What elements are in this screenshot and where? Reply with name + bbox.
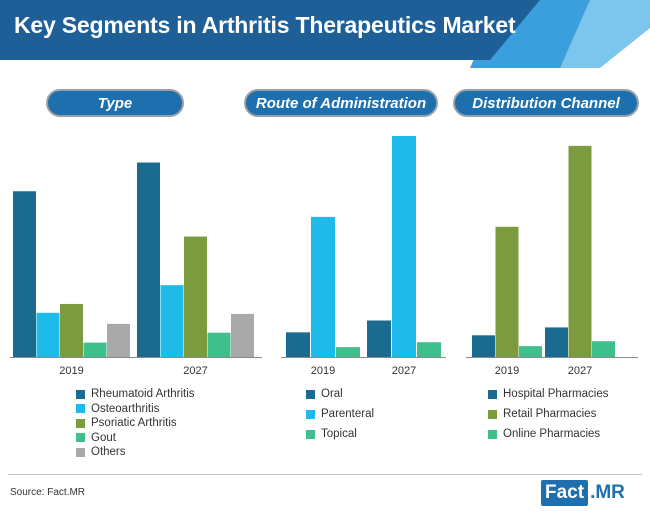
bar-distribution-hospital-pharmacies-2027	[545, 327, 568, 357]
pill-type-label: Type	[97, 94, 133, 112]
tick-label-route-2019: 2019	[311, 365, 335, 377]
bar-route-oral-2019	[286, 332, 310, 357]
legend-swatch	[488, 429, 497, 439]
page-title: Key Segments in Arthritis Therapeutics M…	[14, 12, 516, 38]
bar-type-others-2027	[231, 313, 254, 357]
tick-label-route-2027: 2027	[392, 365, 416, 377]
legend-item-distribution-0: Hospital Pharmacies	[488, 388, 608, 400]
bar-type-osteoarthritis-2027	[160, 285, 184, 357]
bar-distribution-online-pharmacies-2027	[592, 341, 615, 357]
logo-suffix-text: .MR	[590, 482, 625, 503]
bar-distribution-retail-pharmacies-2027	[568, 145, 592, 357]
legend-item-type-2: Psoriatic Arthritis	[76, 417, 177, 429]
pill-type: Type	[46, 89, 184, 117]
bar-distribution-online-pharmacies-2019	[519, 346, 542, 357]
legend-label: Rheumatoid Arthritis	[91, 388, 195, 400]
legend-label: Oral	[321, 388, 343, 400]
bar-route-parenteral-2019	[311, 216, 335, 357]
legend-swatch	[306, 429, 315, 439]
legend-swatch	[488, 389, 497, 399]
bar-route-topical-2019	[336, 347, 360, 357]
pill-distribution: Distribution Channel	[453, 89, 639, 117]
source-note: Source: Fact.MR	[10, 487, 86, 498]
legend-label: Retail Pharmacies	[503, 408, 597, 420]
bar-type-psoriatic-arthritis-2027	[184, 236, 207, 357]
legend-label: Osteoarthritis	[91, 402, 160, 415]
header-band	[0, 0, 540, 60]
footer-divider	[8, 474, 642, 475]
legend-item-type-4: Others	[76, 446, 126, 458]
bar-type-gout-2019	[83, 342, 107, 357]
legend-item-type-0: Rheumatoid Arthritis	[76, 388, 195, 400]
legend-item-route-0: Oral	[306, 388, 343, 400]
legend-item-distribution-2: Online Pharmacies	[488, 428, 600, 440]
legend-item-route-2: Topical	[306, 428, 357, 440]
legend-item-route-1: Parenteral	[306, 408, 374, 420]
bar-distribution-retail-pharmacies-2019	[495, 226, 519, 357]
bar-type-gout-2027	[207, 332, 231, 357]
legend-item-type-3: Gout	[76, 432, 116, 444]
legend-label: Parenteral	[321, 408, 375, 420]
legend-item-distribution-1: Retail Pharmacies	[488, 408, 596, 420]
legend-label: Hospital Pharmacies	[503, 388, 609, 400]
pill-route-label: Route of Administration	[255, 94, 427, 112]
bar-distribution-hospital-pharmacies-2019	[472, 335, 495, 357]
bar-route-topical-2027	[417, 342, 441, 357]
legend-label: Psoriatic Arthritis	[91, 417, 177, 429]
tick-label-type-2019: 2019	[59, 365, 83, 377]
legend-label: Online Pharmacies	[503, 428, 601, 440]
tick-label-distribution-2019: 2019	[495, 365, 519, 377]
legend-swatch	[306, 389, 315, 399]
bar-route-parenteral-2027	[392, 136, 416, 357]
logo-box-text: Fact	[541, 480, 589, 506]
bar-type-rheumatoid-arthritis-2019	[13, 191, 36, 357]
pill-distribution-label: Distribution Channel	[472, 94, 620, 112]
header-banner	[0, 0, 650, 68]
legend-label: Gout	[91, 431, 116, 444]
legend-label: Others	[91, 446, 126, 458]
bar-type-psoriatic-arthritis-2019	[60, 303, 83, 357]
legend-swatch	[76, 404, 85, 413]
legend-swatch	[76, 447, 85, 457]
legend-swatch	[76, 433, 85, 442]
legend-label: Topical	[321, 428, 357, 440]
bar-type-others-2019	[107, 323, 130, 357]
tick-label-type-2027: 2027	[183, 365, 207, 377]
legend-swatch	[488, 409, 497, 419]
legend-swatch	[76, 389, 85, 399]
bar-type-osteoarthritis-2019	[36, 312, 60, 357]
bar-route-oral-2027	[367, 320, 391, 357]
legend-swatch	[76, 418, 85, 428]
factmr-logo: Fact .MR	[541, 480, 625, 506]
bar-type-rheumatoid-arthritis-2027	[137, 162, 160, 357]
legend-swatch	[306, 409, 315, 419]
pill-route: Route of Administration	[244, 89, 438, 117]
legend-item-type-1: Osteoarthritis	[76, 403, 159, 415]
tick-label-distribution-2027: 2027	[568, 365, 592, 377]
